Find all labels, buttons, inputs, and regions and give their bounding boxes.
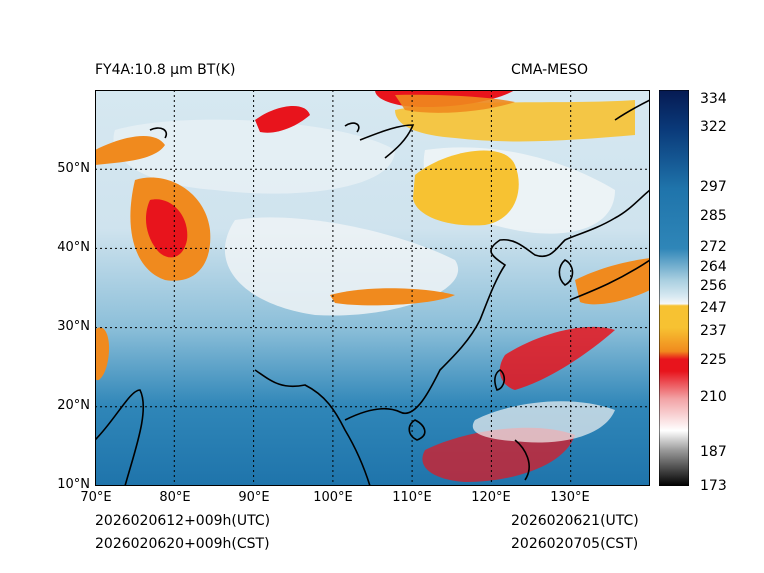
- cbar-tick-237: 237: [700, 323, 727, 339]
- title-left: FY4A:10.8 µm BT(K): [95, 62, 236, 78]
- lon-tick-80: 80°E: [159, 490, 191, 505]
- cloud-red-west: [145, 199, 188, 258]
- title-right: CMA-MESO: [511, 62, 589, 78]
- lon-tick-120: 120°E: [471, 490, 511, 505]
- cloud-orange-nw: [95, 135, 165, 165]
- lon-tick-100: 100°E: [313, 490, 353, 505]
- cbar-tick-187: 187: [700, 444, 727, 460]
- cbar-tick-173: 173: [700, 478, 727, 494]
- valid-time-cst: 2026020705(CST): [511, 536, 639, 552]
- lon-tick-70: 70°E: [80, 490, 112, 505]
- lon-tick-110: 110°E: [392, 490, 432, 505]
- cloud-band-central: [330, 288, 455, 306]
- cloud-white-north: [113, 119, 395, 194]
- cloud-india-west: [95, 327, 110, 381]
- lat-tick-10: 10°N: [57, 477, 90, 492]
- cbar-tick-297: 297: [700, 179, 727, 195]
- valid-time-utc: 2026020621(UTC): [511, 513, 639, 529]
- cbar-tick-285: 285: [700, 208, 727, 224]
- init-time-utc: 2026020612+009h(UTC): [95, 513, 271, 529]
- graticule: [95, 90, 650, 486]
- cloud-yellow-mongolia: [413, 150, 519, 226]
- cbar-tick-210: 210: [700, 389, 727, 405]
- lat-tick-40: 40°N: [57, 240, 90, 255]
- cloud-tropical-west: [499, 326, 615, 390]
- satellite-map: [95, 90, 650, 486]
- cbar-tick-264: 264: [700, 259, 727, 275]
- cbar-tick-256: 256: [700, 278, 727, 294]
- cbar-tick-247: 247: [700, 300, 727, 316]
- map-frame: [95, 90, 650, 486]
- cbar-tick-225: 225: [700, 352, 727, 368]
- cbar-tick-334: 334: [700, 91, 727, 107]
- lat-tick-30: 30°N: [57, 319, 90, 334]
- cloud-red-nw: [255, 105, 310, 133]
- lon-tick-90: 90°E: [238, 490, 270, 505]
- cloud-tropical-white: [472, 401, 615, 443]
- cloud-orange-top: [395, 94, 515, 113]
- lon-tick-130: 130°E: [550, 490, 590, 505]
- cbar-tick-272: 272: [700, 239, 727, 255]
- colorbar: [659, 90, 689, 486]
- init-time-cst: 2026020620+009h(CST): [95, 536, 270, 552]
- cbar-tick-322: 322: [700, 119, 727, 135]
- coastlines: [95, 99, 650, 486]
- lat-tick-20: 20°N: [57, 398, 90, 413]
- lat-tick-50: 50°N: [57, 161, 90, 176]
